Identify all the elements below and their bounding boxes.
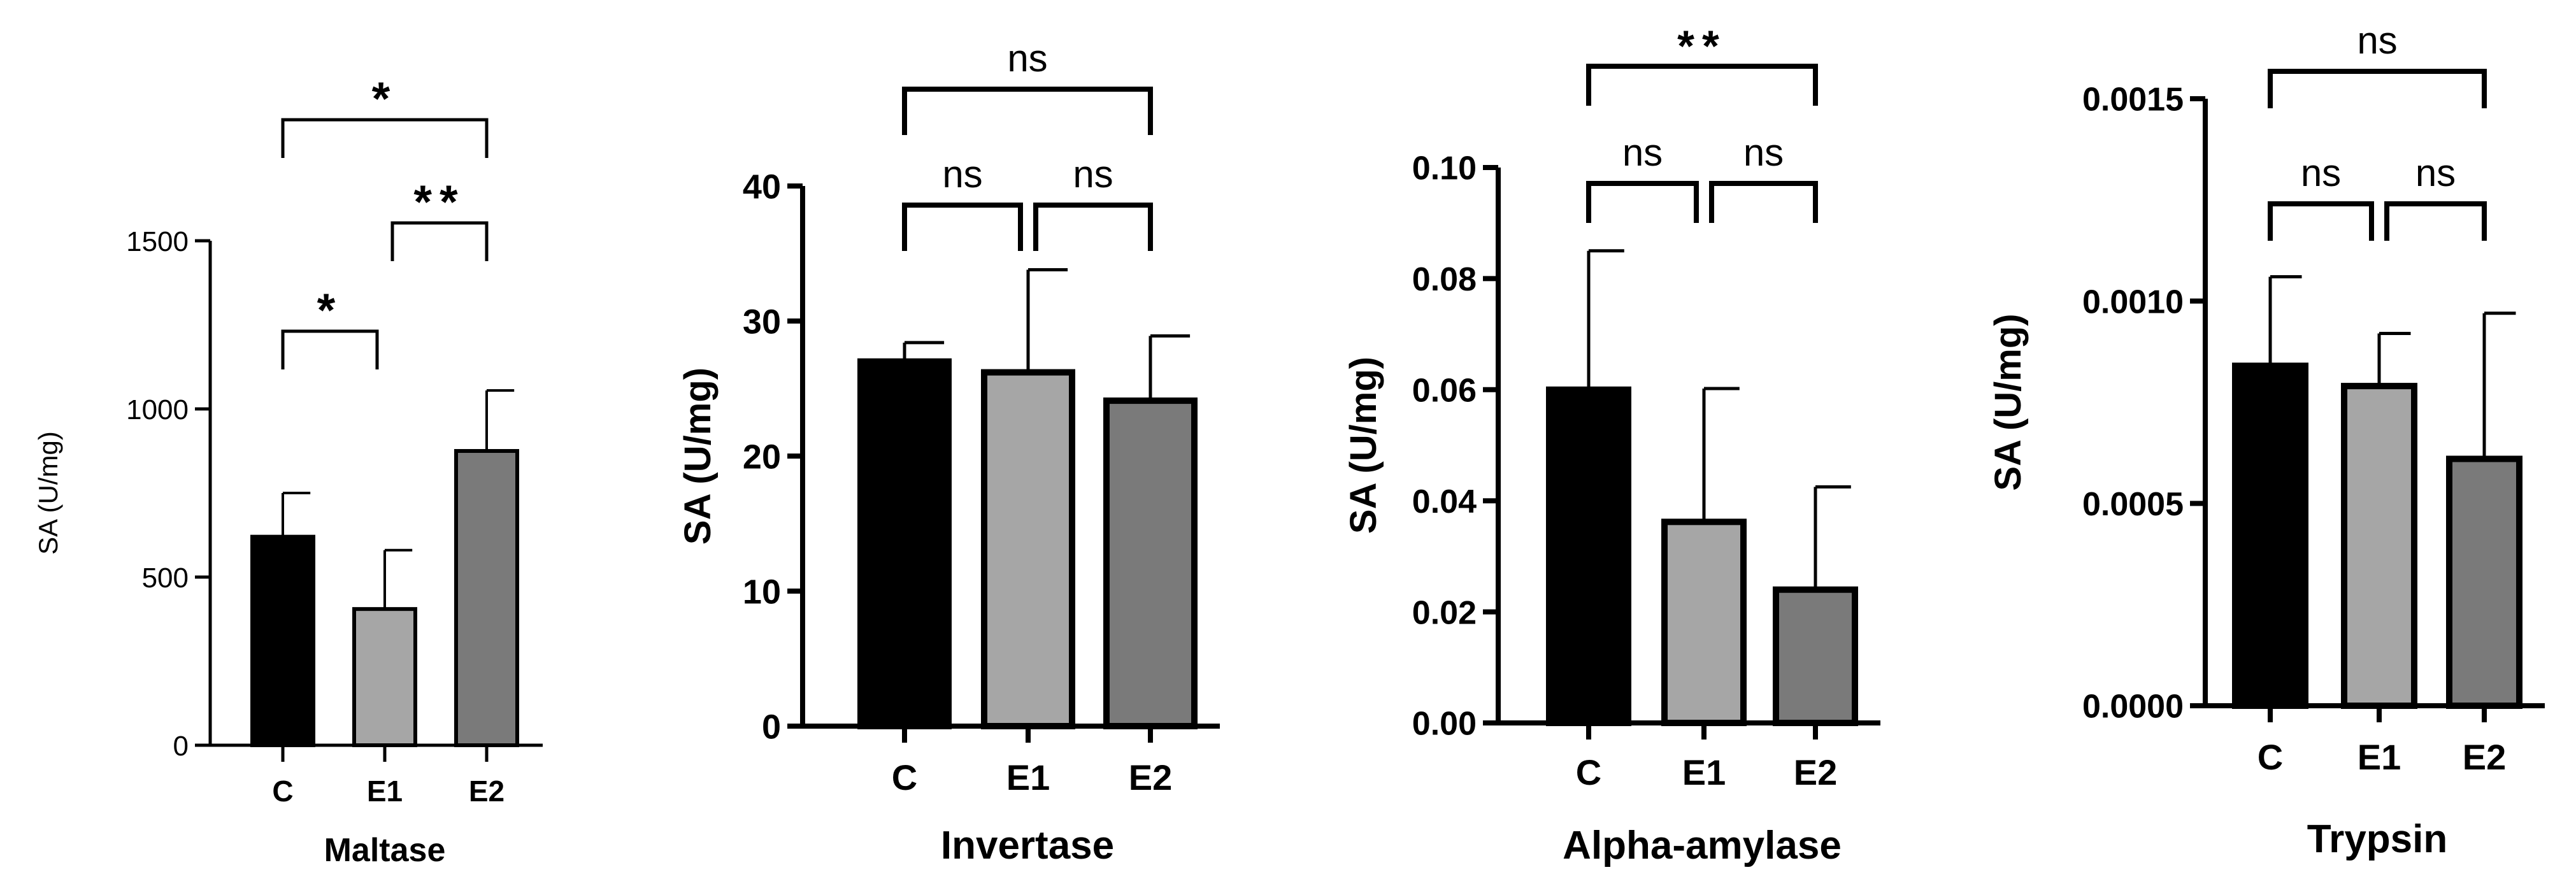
x-tick-label-e1: E1 [367, 775, 403, 808]
significance-bracket [1586, 181, 1699, 223]
y-tick-label: 30 [743, 303, 781, 341]
significance-label: ns [1743, 131, 1784, 174]
x-tick-label-c: C [1576, 752, 1601, 792]
significance-label: * [317, 283, 343, 336]
significance-bracket [1586, 64, 1818, 106]
significance-bracket [281, 329, 379, 369]
y-tick-label: 1000 [126, 394, 189, 425]
bar-c [2232, 362, 2308, 709]
y-tick-label: 500 [142, 562, 189, 594]
significance-label: ** [413, 175, 465, 228]
y-axis-label: SA (U/mg) [33, 431, 63, 555]
y-tick-label: 0.0015 [2082, 82, 2184, 118]
x-tick-label-e2: E2 [1794, 752, 1838, 792]
y-tick-label: 1500 [126, 226, 189, 257]
y-tick-label: 0.08 [1412, 261, 1477, 298]
y-tick-label: 40 [743, 168, 781, 206]
bar-e2 [1103, 397, 1198, 730]
significance-bracket [390, 221, 489, 261]
significance-bracket [902, 87, 1153, 135]
significance-bracket [1033, 203, 1153, 251]
x-tick-label-e1: E1 [1682, 752, 1726, 792]
y-axis-label: SA (U/mg) [1343, 357, 1384, 534]
significance-label: ns [1073, 153, 1113, 196]
chart-panel-invertase: 0 10 20 30 40 C E1 E2 ns ns ns SA (U/mg) Invertase [677, 37, 1220, 868]
significance-label: ns [1622, 131, 1663, 174]
x-tick-label-e1: E1 [1006, 757, 1050, 797]
significance-label: ns [2357, 19, 2397, 62]
bar-c [857, 358, 952, 729]
y-axis-label: SA (U/mg) [677, 368, 719, 545]
bar-e1 [2341, 383, 2417, 709]
x-axis-label: Invertase [941, 824, 1114, 868]
bar-e2 [2446, 455, 2522, 709]
significance-label: ns [2301, 152, 2341, 194]
significance-bracket [2384, 201, 2487, 241]
bar-e1 [1661, 518, 1747, 726]
significance-bracket [2268, 69, 2487, 108]
y-axis-label: SA (U/mg) [1987, 313, 2029, 490]
bar-e2 [1773, 586, 1858, 726]
significance-label: ** [1677, 22, 1727, 71]
y-tick-label: 0.04 [1412, 483, 1477, 520]
significance-bracket [281, 118, 489, 158]
x-axis-label: Maltase [324, 832, 446, 869]
chart-panel-trypsin: 0.0000 0.0005 0.0010 0.0015 C E1 E2 ns ns ns SA (U… [1987, 19, 2545, 861]
x-tick-label-e1: E1 [2358, 737, 2401, 777]
bar-c [1546, 386, 1631, 726]
significance-bracket [2268, 201, 2374, 241]
bar-e1 [352, 607, 417, 747]
x-tick-label-e2: E2 [469, 775, 504, 808]
significance-label: ns [942, 153, 982, 196]
y-tick-label: 0 [173, 731, 189, 762]
significance-label: ns [2415, 152, 2456, 194]
y-tick-label: 0.02 [1412, 594, 1477, 631]
x-tick-label-e2: E2 [2463, 737, 2507, 777]
y-tick-label: 0.0000 [2082, 689, 2184, 725]
chart-panel-alpha-amylase: 0.00 0.02 0.04 0.06 0.08 0.10 C E1 E2 ns ns ** SA (U… [1343, 22, 1880, 868]
x-axis-label: Trypsin [2307, 817, 2448, 861]
x-tick-label-c: C [892, 757, 917, 797]
y-tick-label: 0.0010 [2082, 283, 2184, 320]
x-tick-label-c: C [2258, 737, 2283, 777]
y-tick-label: 0.10 [1412, 150, 1477, 187]
significance-label: * [372, 72, 398, 125]
y-tick-label: 10 [743, 573, 781, 611]
bar-e1 [981, 369, 1075, 729]
significance-bracket [902, 203, 1023, 251]
y-tick-label: 0.00 [1412, 706, 1477, 743]
y-tick-label: 0.0005 [2082, 486, 2184, 523]
x-tick-label-c: C [272, 775, 293, 808]
y-tick-label: 0 [762, 708, 781, 746]
significance-bracket [1709, 181, 1818, 223]
bar-c [250, 534, 315, 747]
significance-label: ns [1007, 37, 1047, 80]
y-tick-label: 20 [743, 438, 781, 476]
x-tick-label-e2: E2 [1129, 757, 1173, 797]
y-tick-label: 0.06 [1412, 373, 1477, 410]
bar-e2 [454, 449, 519, 747]
x-axis-label: Alpha-amylase [1563, 824, 1842, 868]
